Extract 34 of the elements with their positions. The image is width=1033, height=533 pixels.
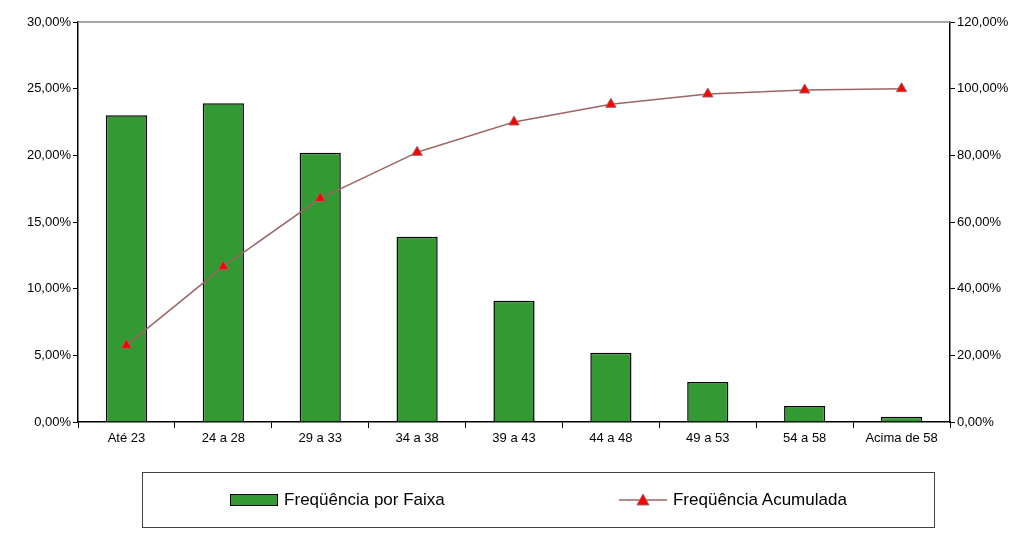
x-tick-label: 34 a 38 xyxy=(395,430,439,446)
x-tick-label: 49 a 53 xyxy=(686,430,730,446)
point xyxy=(702,87,714,98)
point xyxy=(508,115,520,126)
x-tick-label: Até 23 xyxy=(107,430,146,446)
x-tick-label: 44 a 48 xyxy=(589,430,633,446)
y-tick-label: 0,00% xyxy=(34,413,72,429)
y2-tick-label: 120,00% xyxy=(957,13,1009,29)
y2-tick-label: 40,00% xyxy=(957,280,1002,296)
point xyxy=(895,82,908,93)
x-tick-label: Acima de 58 xyxy=(865,430,938,446)
x-tick-label: 54 a 58 xyxy=(782,430,827,446)
legend-label: Freqüência Acumulada xyxy=(672,490,847,510)
point xyxy=(217,260,230,271)
point xyxy=(120,338,133,349)
legend-label: Freqüência por Faixa xyxy=(284,490,445,510)
point xyxy=(314,191,326,202)
x-tick-label: 24 a 28 xyxy=(201,430,246,446)
y2-tick-label: 60,00% xyxy=(957,213,1002,229)
point xyxy=(411,145,423,156)
y2-tick-label: 100,00% xyxy=(957,80,1009,96)
x-tick-label: 39 a 43 xyxy=(492,430,536,446)
y2-tick-label: 20,00% xyxy=(957,346,1002,362)
y-tick-label: 5,00% xyxy=(34,346,72,362)
y-tick-label: 20,00% xyxy=(26,146,72,162)
y2-tick-label: 0,00% xyxy=(957,413,995,429)
y-tick-label: 30,00% xyxy=(26,13,72,29)
y2-tick-label: 80,00% xyxy=(957,146,1002,162)
y-tick-label: 10,00% xyxy=(26,280,72,296)
x-tick-label: 29 a 33 xyxy=(298,430,342,446)
point xyxy=(605,97,617,108)
y-tick-label: 25,00% xyxy=(26,80,72,96)
point xyxy=(798,83,811,94)
y-tick-label: 15,00% xyxy=(26,213,72,229)
